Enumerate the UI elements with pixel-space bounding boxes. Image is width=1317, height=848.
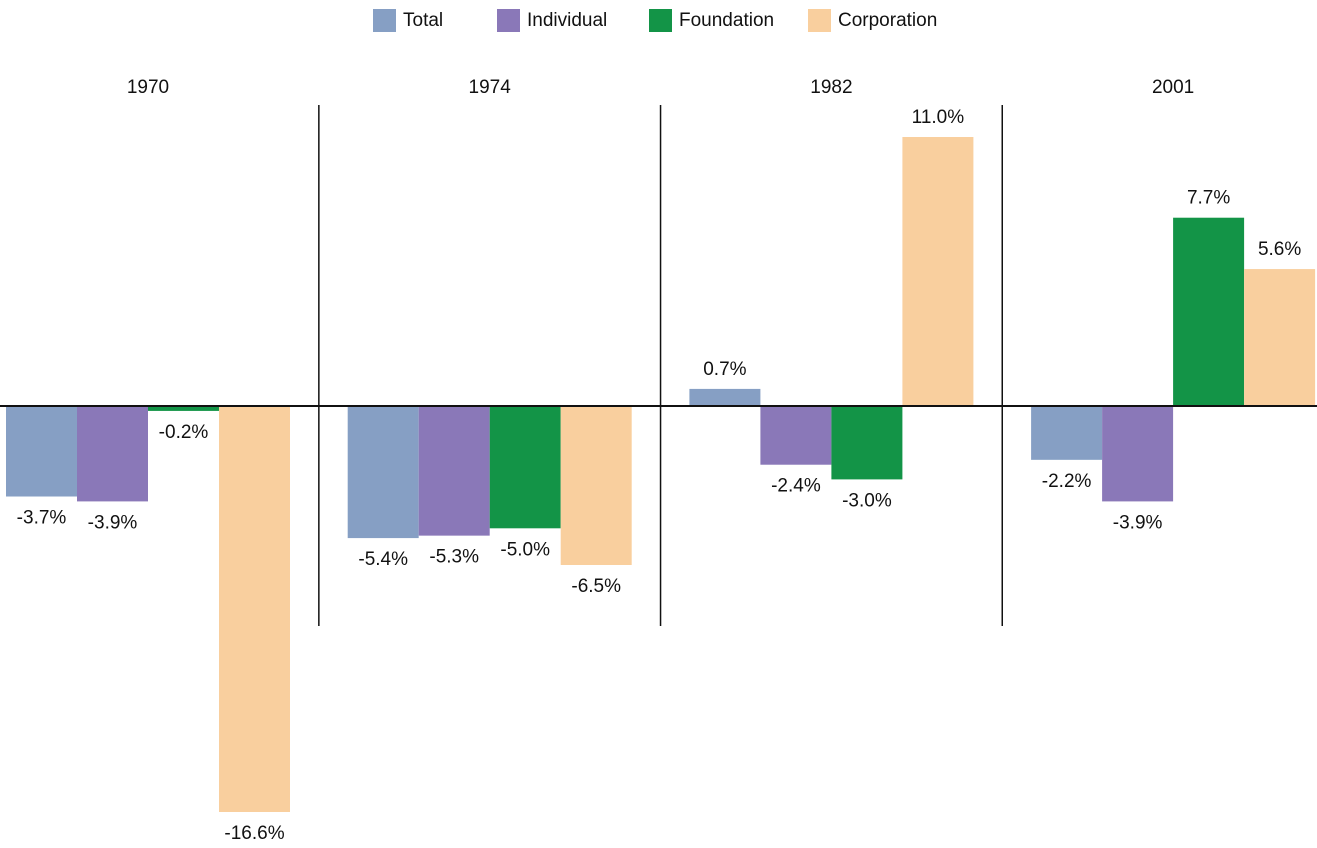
bar bbox=[219, 406, 290, 812]
bar bbox=[1244, 269, 1316, 407]
bar bbox=[902, 137, 974, 407]
value-label: -3.0% bbox=[842, 490, 892, 511]
bar bbox=[760, 406, 832, 465]
value-label: -3.9% bbox=[88, 512, 138, 533]
category-label: 1982 bbox=[810, 77, 852, 98]
category-label: 1970 bbox=[127, 77, 169, 98]
legend-label: Foundation bbox=[679, 10, 774, 31]
bar bbox=[831, 406, 903, 480]
bar bbox=[1031, 406, 1103, 460]
bar bbox=[77, 406, 148, 502]
legend-swatch bbox=[808, 9, 831, 32]
category-label: 1974 bbox=[469, 77, 512, 98]
value-label: -3.9% bbox=[1113, 512, 1163, 533]
legend-label: Total bbox=[403, 10, 443, 31]
value-label: 5.6% bbox=[1258, 239, 1301, 260]
value-label: -5.3% bbox=[429, 547, 479, 568]
category-label: 2001 bbox=[1152, 77, 1194, 98]
value-label: -0.2% bbox=[159, 422, 209, 443]
value-label: -16.6% bbox=[224, 823, 284, 844]
value-label: 11.0% bbox=[912, 107, 965, 128]
bar bbox=[560, 406, 632, 565]
legend-swatch bbox=[649, 9, 672, 32]
value-label: -2.4% bbox=[771, 476, 821, 497]
legend-swatch bbox=[373, 9, 396, 32]
legend-label: Individual bbox=[527, 10, 607, 31]
value-label: -5.4% bbox=[358, 549, 408, 570]
legend-swatch bbox=[497, 9, 520, 32]
bar bbox=[347, 406, 419, 539]
bar bbox=[418, 406, 490, 536]
bar bbox=[689, 388, 761, 407]
bar bbox=[6, 406, 77, 497]
value-label: -3.7% bbox=[17, 508, 67, 529]
value-label: -5.0% bbox=[500, 539, 550, 560]
bar bbox=[489, 406, 561, 529]
legend-label: Corporation bbox=[838, 10, 937, 31]
value-label: 0.7% bbox=[703, 359, 746, 380]
bar bbox=[1102, 406, 1174, 502]
value-label: -2.2% bbox=[1042, 471, 1092, 492]
value-label: 7.7% bbox=[1187, 188, 1230, 209]
bar bbox=[148, 406, 219, 411]
value-label: -6.5% bbox=[571, 576, 621, 597]
bar bbox=[1173, 217, 1245, 407]
